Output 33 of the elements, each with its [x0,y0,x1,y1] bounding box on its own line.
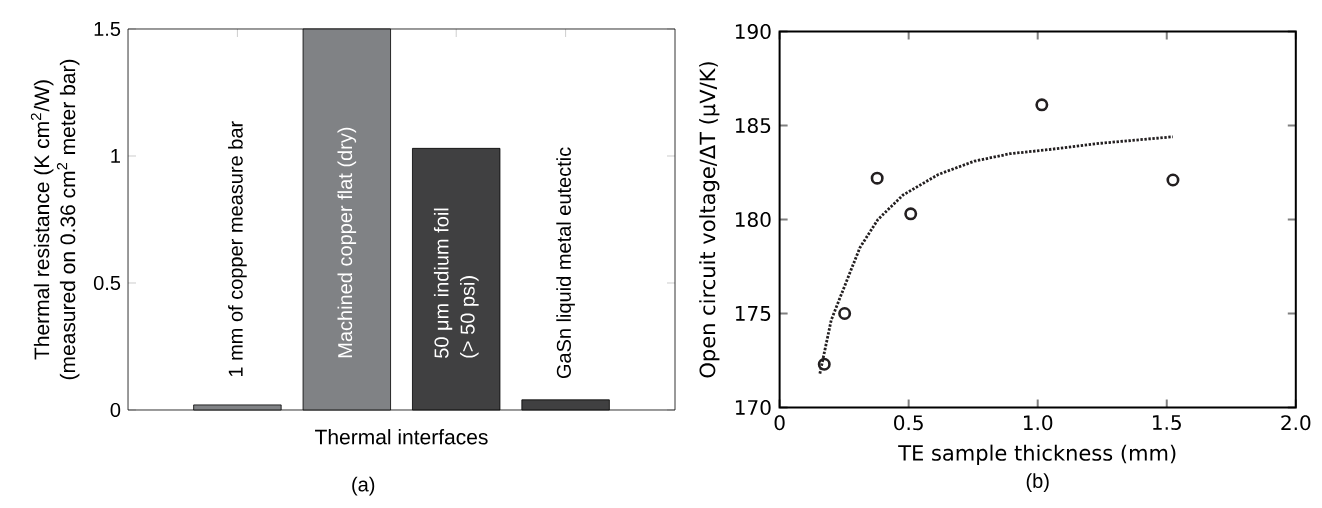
y-tick-label: 185 [735,117,771,134]
y-tick-label: 190 [735,23,771,40]
y-axis-title: Open circuit voltage/ΔT (μV/K) [699,62,720,378]
x-axis-title: Thermal interfaces [315,429,488,445]
annotation: 50 μm indium foil [433,208,453,358]
line-series [818,135,1175,376]
x-tick-label: 0.5 [894,415,923,431]
y-tick-label: 0.5 [93,275,121,291]
y-axis-title: Thermal resistance (K cm$^{2}$/W) [30,80,54,360]
y-tick-label: 180 [735,211,771,228]
point [1035,98,1049,112]
x-axis-title: TE sample thickness (mm) [898,444,1176,465]
x-tick-label: 2.0 [1281,415,1311,431]
y-tick-label: 1.5 [94,22,121,36]
point [1166,173,1180,187]
text: (measured on 0.36 cm$^{2}$ meter bar) [56,59,80,380]
x-tick-label: 0 [774,415,785,431]
y-tick-label: 1 [111,149,120,163]
y-tick-label: 0 [110,402,121,418]
x-tick-label: 1.0 [1024,415,1053,431]
point [904,207,918,221]
text: (a) [352,476,375,496]
point [870,171,884,185]
annotation: 1 mm of copper measure bar [228,121,247,377]
point [817,357,831,371]
annotation: Machined copper flat (dry) [337,127,357,358]
annotation: (> 50 psi) [460,276,479,358]
point [838,306,852,320]
text: (b) [1026,473,1049,492]
y-tick-label: 170 [735,399,771,416]
y-tick-label: 175 [735,306,771,321]
annotation: GaSn liquid metal eutectic [556,147,575,379]
x-tick-label: 1.5 [1153,415,1181,431]
